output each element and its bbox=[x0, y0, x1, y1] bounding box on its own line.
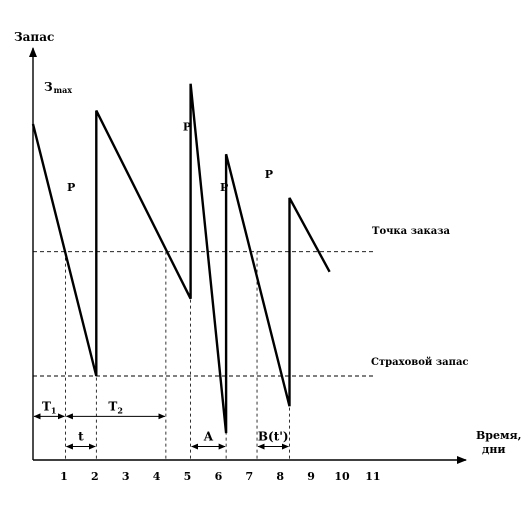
annotation-p: P bbox=[265, 168, 273, 181]
x-tick-label: 5 bbox=[184, 470, 192, 483]
zmax-label-sub: max bbox=[54, 85, 73, 95]
annotation-p: P bbox=[67, 181, 75, 194]
interval-label: A bbox=[203, 430, 214, 444]
x-tick-label: 7 bbox=[245, 470, 253, 483]
x-tick-label: 2 bbox=[91, 470, 99, 483]
safety-stock-label: Страховой запас bbox=[371, 357, 469, 368]
x-tick-label: 1 bbox=[60, 470, 68, 483]
zmax-label-main: З bbox=[44, 80, 53, 94]
x-tick-label: 6 bbox=[215, 470, 223, 483]
x-tick-label: 8 bbox=[276, 470, 284, 483]
x-tick-label: 10 bbox=[334, 470, 350, 483]
interval-label: T1 bbox=[42, 399, 57, 415]
x-tick-label: 4 bbox=[153, 470, 161, 483]
annotation-p: P bbox=[220, 181, 228, 194]
x-axis-label-line2: дни bbox=[482, 443, 506, 456]
interval-label: t bbox=[78, 430, 84, 444]
annotations: P P P P bbox=[67, 121, 273, 194]
inventory-level-line bbox=[31, 83, 331, 434]
annotation-p: P bbox=[183, 121, 191, 134]
order-lines bbox=[65, 251, 290, 460]
zmax-label: Зmax bbox=[44, 80, 72, 95]
y-axis-label: Запас bbox=[14, 30, 54, 44]
reorder-point-label: Точка заказа bbox=[372, 226, 451, 237]
x-axis-label-line1: Время, bbox=[476, 429, 522, 442]
interval-markers: T1 T2 t A B(t') bbox=[33, 399, 289, 450]
x-tick-label: 11 bbox=[365, 470, 380, 483]
x-tick-labels: 1 2 3 4 5 6 7 8 9 10 11 bbox=[60, 470, 380, 483]
x-tick-label: 9 bbox=[307, 470, 315, 483]
interval-label: T2 bbox=[108, 399, 123, 415]
interval-label: B(t') bbox=[258, 430, 289, 444]
x-tick-label: 3 bbox=[122, 470, 130, 483]
level-lines bbox=[33, 251, 375, 377]
